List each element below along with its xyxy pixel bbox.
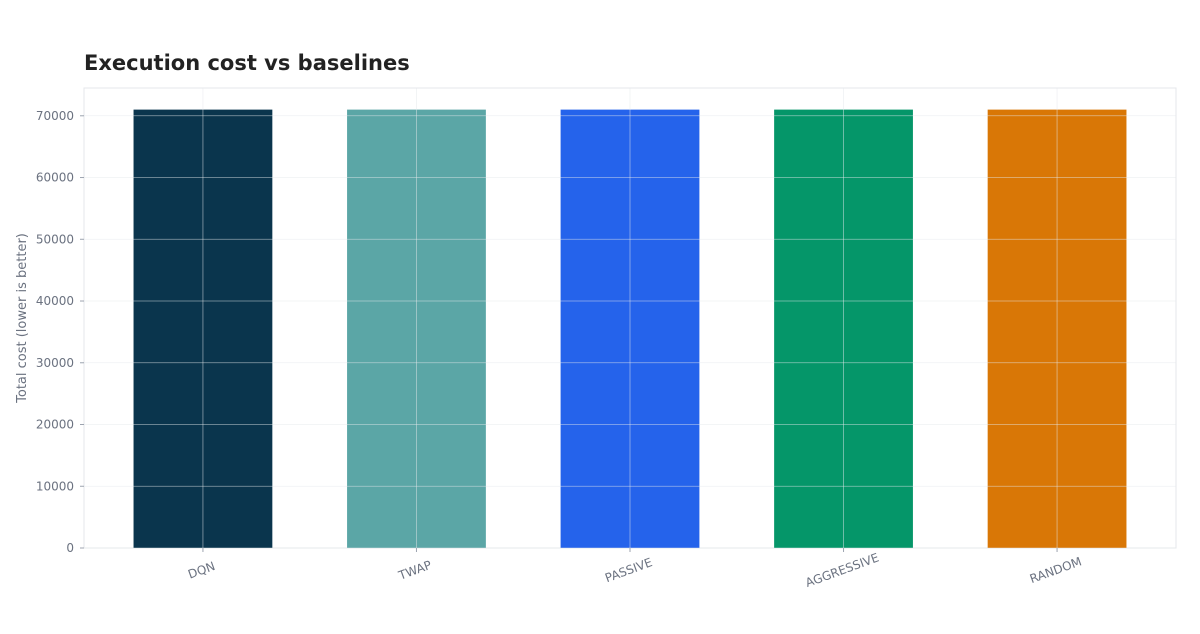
y-tick-label: 0 bbox=[66, 541, 74, 555]
chart-title: Execution cost vs baselines bbox=[84, 51, 410, 75]
y-tick-label: 60000 bbox=[36, 171, 74, 185]
y-tick-label: 10000 bbox=[36, 479, 74, 493]
y-tick-label: 40000 bbox=[36, 294, 74, 308]
y-axis-label: Total cost (lower is better) bbox=[15, 233, 30, 404]
y-tick-label: 30000 bbox=[36, 356, 74, 370]
y-tick-label: 20000 bbox=[36, 418, 74, 432]
y-tick-label: 50000 bbox=[36, 232, 74, 246]
y-tick-label: 70000 bbox=[36, 109, 74, 123]
